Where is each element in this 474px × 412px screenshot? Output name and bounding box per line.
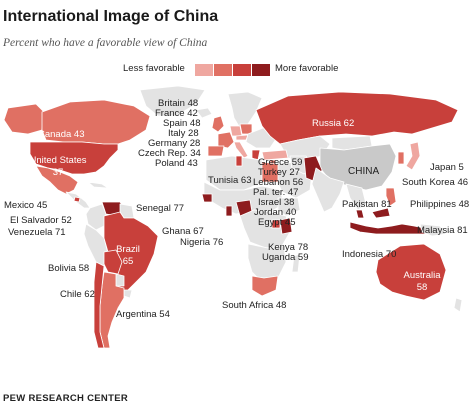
label-venezuela: Venezuela 71 <box>8 227 66 238</box>
label-bolivia: Bolivia 58 <box>48 263 90 274</box>
label-nigeria: Nigeria 76 <box>180 237 224 248</box>
chart-subtitle: Percent who have a favorable view of Chi… <box>3 37 208 49</box>
label-china: CHINA <box>348 166 380 177</box>
chart-title: International Image of China <box>3 8 219 25</box>
map-horn <box>277 197 301 217</box>
map-turkey <box>261 149 289 161</box>
map-britain <box>211 115 225 133</box>
map-central-africa <box>239 209 291 249</box>
label-italy: Italy 28 <box>168 128 199 139</box>
map-senegal <box>201 193 213 203</box>
label-australia-value: 58 <box>416 282 428 293</box>
label-germany: Germany 28 <box>148 138 201 149</box>
map-colombia <box>85 203 107 231</box>
label-tunisia: Tunisia 63 <box>208 175 252 186</box>
map-egypt <box>261 161 279 183</box>
label-us-value: 37 <box>52 167 64 178</box>
legend-low-label: Less favorable <box>123 63 185 74</box>
label-israel: Israel 38 <box>258 197 295 208</box>
map-ghana <box>225 205 233 217</box>
map-greenland <box>139 86 206 117</box>
label-us-name: United States <box>29 155 87 166</box>
map-italy <box>233 141 249 159</box>
label-britain: Britain 48 <box>158 98 199 109</box>
legend-swatch-4 <box>252 64 270 76</box>
legend: Less favorable More favorable <box>0 60 474 80</box>
label-pakistan: Pakistan 81 <box>342 199 392 210</box>
map-south-africa <box>251 275 279 297</box>
label-malaysia: Malaysia 81 <box>417 225 468 236</box>
map-usa <box>29 141 119 175</box>
label-argentina: Argentina 54 <box>116 309 170 320</box>
label-japan: Japan 5 <box>430 162 464 173</box>
label-ghana: Ghana 67 <box>162 226 204 237</box>
label-senegal: Senegal 77 <box>136 203 185 214</box>
map-madagascar <box>291 253 301 273</box>
map-chile <box>93 261 105 349</box>
map-bolivia <box>103 249 123 275</box>
label-south-africa: South Africa 48 <box>222 300 287 311</box>
label-australia-name: Australia <box>403 270 441 281</box>
label-brazil-value: 65 <box>122 256 134 267</box>
source-footer: PEW RESEARCH CENTER <box>3 393 128 404</box>
label-indonesia: Indonesia 70 <box>342 249 397 260</box>
map-tunisia <box>235 155 243 167</box>
label-egypt: Egypt 45 <box>258 217 296 228</box>
map-spain <box>207 145 225 157</box>
map-iceland <box>195 107 213 119</box>
label-jordan: Jordan 40 <box>254 207 297 218</box>
map-germany <box>229 125 243 137</box>
map-france <box>217 131 235 149</box>
label-kenya: Kenya 78 <box>268 242 309 253</box>
label-poland: Poland 43 <box>155 158 198 169</box>
map-malaysia <box>355 207 391 219</box>
legend-high-label: More favorable <box>275 63 339 74</box>
map-uganda <box>271 219 281 229</box>
map-japan <box>405 141 421 171</box>
label-philippines: Philippines 48 <box>410 199 470 210</box>
map-indonesia <box>349 221 427 235</box>
map-alaska <box>3 103 45 135</box>
map-australia <box>375 243 447 301</box>
label-czech: Czech Rep. 34 <box>138 148 201 159</box>
map-cuba <box>87 181 109 189</box>
legend-swatch-1 <box>195 64 213 76</box>
map-new-zealand <box>453 297 463 313</box>
map-russia <box>255 91 459 145</box>
legend-swatch-2 <box>214 64 232 76</box>
label-france: France 42 <box>155 108 198 119</box>
label-greece: Greece 59 <box>258 157 303 168</box>
label-palestinian-territories: Pal. ter. 47 <box>253 187 299 198</box>
map-mexico <box>35 165 79 195</box>
map-india <box>311 167 345 213</box>
map-kenya <box>279 217 293 235</box>
map-canada <box>41 99 151 145</box>
map-paraguay <box>115 273 125 287</box>
label-mexico: Mexico 45 <box>4 200 48 211</box>
map-new-guinea <box>419 223 447 237</box>
map-se-asia <box>345 183 367 211</box>
label-canada: Canada 43 <box>38 129 85 140</box>
map-uruguay <box>123 289 133 299</box>
label-south-korea: South Korea 46 <box>402 177 469 188</box>
legend-swatch-3 <box>233 64 251 76</box>
world-map <box>3 86 463 349</box>
label-turkey: Turkey 27 <box>258 167 300 178</box>
map-korea <box>397 151 405 165</box>
map-philippines <box>385 187 397 207</box>
label-brazil-name: Brazil <box>116 244 140 255</box>
label-russia: Russia 62 <box>312 118 355 129</box>
label-lebanon: Lebanon 56 <box>253 177 304 188</box>
label-chile: Chile 62 <box>60 289 95 300</box>
label-el-salvador: El Salvador 52 <box>10 215 72 226</box>
label-uganda: Uganda 59 <box>262 252 309 263</box>
map-czech <box>235 134 249 141</box>
map-poland <box>239 123 253 135</box>
label-spain: Spain 48 <box>163 118 201 129</box>
map-el-salvador <box>73 196 81 203</box>
